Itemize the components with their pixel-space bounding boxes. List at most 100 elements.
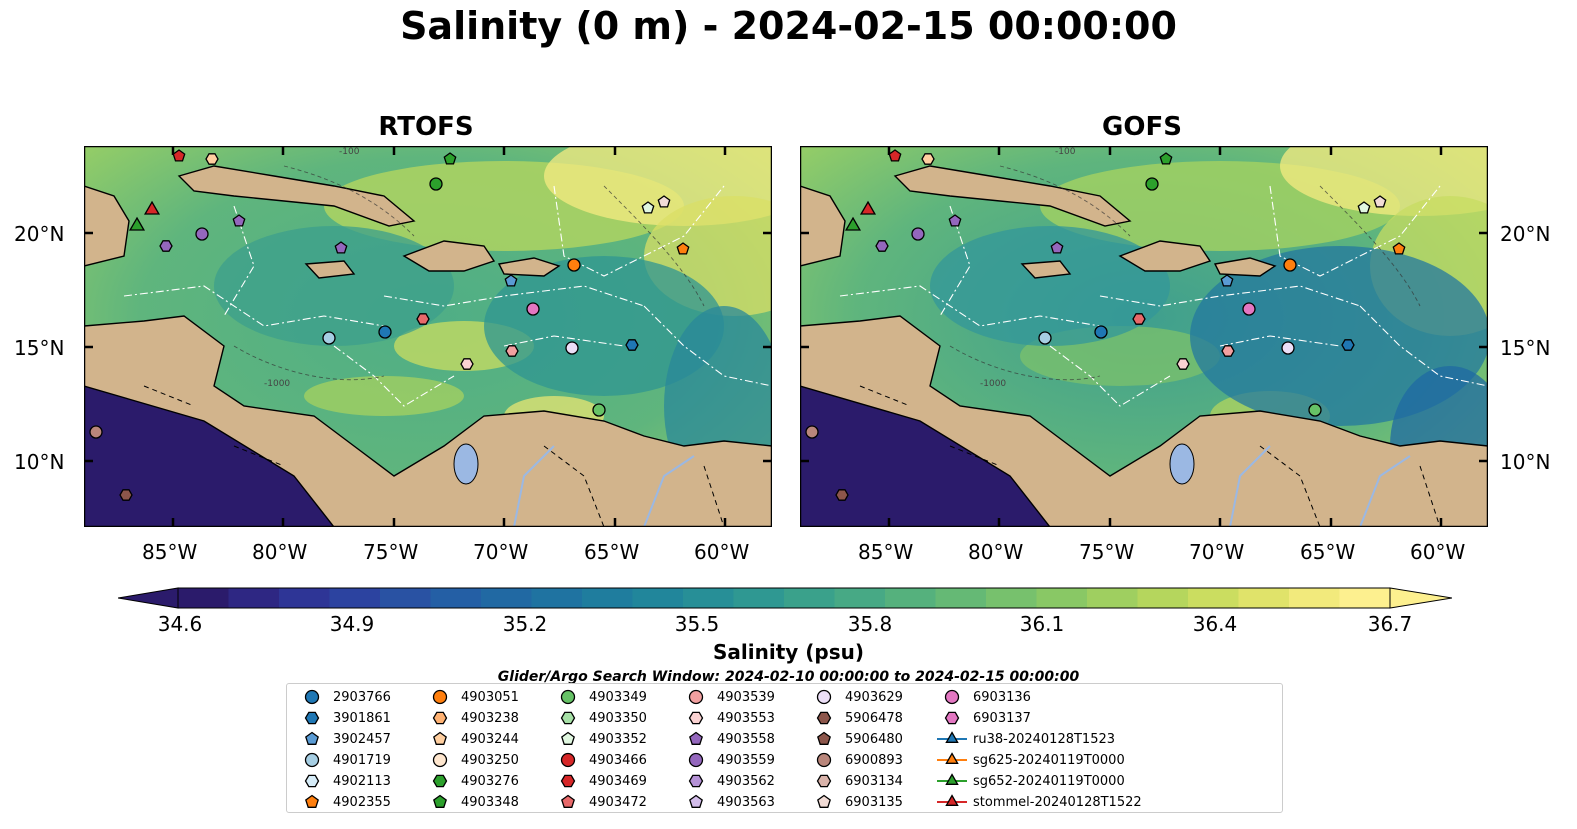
- lon-label-60w-left: 60°W: [694, 540, 750, 564]
- legend-label: 4901719: [333, 752, 391, 768]
- colorbar-label: Salinity (psu): [712, 640, 864, 664]
- legend-label: 5906478: [845, 710, 903, 726]
- eez-boundary: [1049, 345, 1171, 407]
- legend-item: 6903134: [807, 771, 903, 791]
- legend-label: 6903136: [973, 689, 1031, 705]
- legend-label: 4903238: [461, 710, 519, 726]
- legend-label: 4903466: [589, 752, 647, 768]
- argo-float-marker: [460, 358, 474, 370]
- hexagon-marker-icon: [432, 711, 448, 725]
- colorbar-segment: [733, 588, 785, 608]
- legend-item: 4903276: [423, 771, 519, 791]
- legend-marker: [433, 794, 447, 808]
- map-frame: [84, 146, 772, 527]
- colorbar-tick: 36.7: [1367, 612, 1413, 636]
- legend-marker: [816, 711, 832, 725]
- landmass: [497, 257, 561, 277]
- circle-marker-icon: [944, 689, 960, 705]
- colorbar-tick: 34.9: [329, 612, 375, 636]
- legend-item: 4903238: [423, 708, 519, 728]
- pentagon-marker-icon: [689, 731, 703, 745]
- glider-marker: [844, 216, 862, 231]
- lat-label-15n-left: 15°N: [14, 336, 65, 360]
- legend-label: 6900893: [845, 752, 903, 768]
- triangle-marker-icon: [937, 794, 967, 806]
- isobath-label: -1000: [264, 379, 290, 389]
- legend-item: 5906478: [807, 708, 903, 728]
- argo-float-marker: [172, 149, 186, 162]
- colorbar-segment: [1036, 588, 1088, 608]
- glider-marker: [859, 200, 877, 215]
- legend-marker: [816, 752, 832, 768]
- legend-label: 3901861: [333, 710, 391, 726]
- legend-label: 2903766: [333, 689, 391, 705]
- landmass: [893, 165, 1132, 227]
- legend-item: 3901861: [295, 708, 391, 728]
- legend-item: 6900893: [807, 750, 903, 770]
- glider-marker: [128, 216, 146, 231]
- eez-boundary: [839, 285, 1101, 327]
- pentagon-marker-icon: [433, 794, 447, 808]
- legend-marker: [944, 689, 960, 705]
- legend-marker: [560, 711, 576, 725]
- colorbar-segment: [329, 588, 381, 608]
- legend-label: 4902113: [333, 773, 391, 789]
- legend-item: 4903553: [679, 708, 775, 728]
- rtofs-salinity-map: -100 -1000: [84, 146, 772, 527]
- legend-label: 5906480: [845, 731, 903, 747]
- legend-label: 4903051: [461, 689, 519, 705]
- legend-item: 4903469: [551, 771, 647, 791]
- hexagon-marker-icon: [432, 774, 448, 788]
- argo-float-marker: [1242, 302, 1256, 316]
- argo-float-marker: [195, 227, 209, 241]
- legend-item: 6903136: [935, 687, 1031, 707]
- colorbar-segment: [531, 588, 583, 608]
- legend-item: 4903539: [679, 687, 775, 707]
- lon-label-85w-right: 85°W: [858, 540, 914, 564]
- eez-boundary: [1359, 305, 1488, 387]
- colorbar-segment: [1238, 588, 1290, 608]
- colorbar-tick: 35.5: [674, 612, 720, 636]
- argo-float-marker: [526, 302, 540, 316]
- legend-marker: [561, 794, 575, 808]
- argo-float-marker: [505, 345, 519, 357]
- argo-float-marker: [232, 214, 246, 227]
- legend-marker: [432, 774, 448, 788]
- colorbar-segment: [784, 588, 835, 608]
- legend-label: 4903350: [589, 710, 647, 726]
- colorbar-tick: 35.8: [847, 612, 893, 636]
- argo-float-marker: [835, 489, 849, 501]
- legend-item: 4903629: [807, 687, 903, 707]
- argo-float-marker: [205, 153, 219, 165]
- isobath-label: -100: [1055, 147, 1076, 157]
- argo-float-marker: [1308, 403, 1322, 417]
- circle-marker-icon: [304, 689, 320, 705]
- pentagon-marker-icon: [305, 794, 319, 808]
- legend-marker: [688, 711, 704, 725]
- legend-marker: [305, 731, 319, 745]
- pentagon-marker-icon: [305, 731, 319, 745]
- legend-item: stommel-20240128T1522: [935, 792, 1142, 812]
- legend-marker: [688, 689, 704, 705]
- argo-float-marker: [1392, 242, 1406, 255]
- argo-float-marker: [416, 313, 430, 325]
- argo-float-marker: [119, 489, 133, 501]
- legend-item: 4902113: [295, 771, 391, 791]
- circle-marker-icon: [432, 689, 448, 705]
- map-frame: [800, 146, 1488, 527]
- argo-float-marker: [1283, 258, 1297, 272]
- argo-float-marker: [1159, 152, 1173, 165]
- legend-marker: [816, 774, 832, 788]
- legend-item: sg652-20240119T0000: [935, 771, 1125, 791]
- colorbar-tick: 36.4: [1192, 612, 1238, 636]
- legend-label: 4903472: [589, 794, 647, 810]
- lon-label-75w-left: 75°W: [363, 540, 419, 564]
- pentagon-marker-icon: [561, 731, 575, 745]
- legend-item: 4903352: [551, 729, 647, 749]
- colorbar-segment: [1339, 588, 1391, 608]
- pentagon-marker-icon: [433, 731, 447, 745]
- colorbar-segment: [279, 588, 330, 608]
- legend-marker: [816, 689, 832, 705]
- legend-label: 4903562: [717, 773, 775, 789]
- legend-marker: [560, 774, 576, 788]
